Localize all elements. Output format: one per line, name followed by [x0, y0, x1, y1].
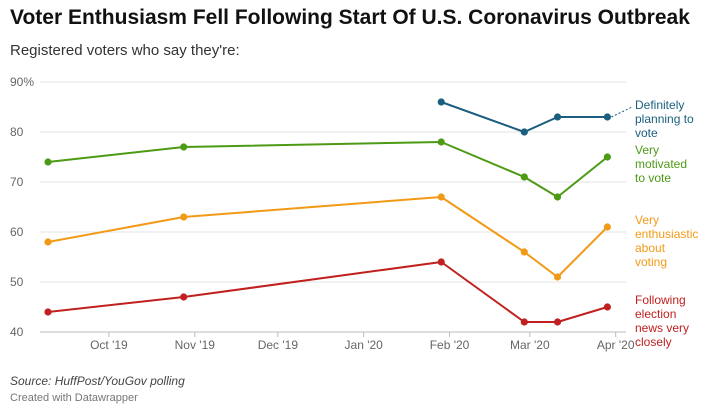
- chart-title: Voter Enthusiasm Fell Following Start Of…: [10, 6, 690, 29]
- data-point: [553, 113, 562, 121]
- label-connector: [611, 106, 633, 118]
- y-tick-label: 40: [10, 325, 24, 339]
- series-label-line: to vote: [635, 171, 671, 185]
- x-tick-label: Oct '19: [90, 338, 128, 352]
- x-tick-label: Nov '19: [175, 338, 216, 352]
- source-note: Source: HuffPost/YouGov polling: [10, 374, 185, 388]
- y-tick-label: 60: [10, 225, 24, 239]
- data-point: [520, 248, 528, 256]
- data-point: [180, 213, 188, 221]
- data-point: [603, 303, 611, 311]
- series-label-line: Following: [635, 293, 686, 307]
- series-label-line: enthusiastic: [635, 227, 698, 241]
- y-tick-label: 90%: [10, 75, 34, 89]
- data-point: [553, 193, 562, 201]
- series-lines: [44, 98, 611, 326]
- data-point: [44, 158, 52, 166]
- series-line: [47, 261, 608, 323]
- data-point: [44, 238, 52, 246]
- data-point: [553, 318, 562, 326]
- data-point: [603, 223, 611, 231]
- series-label-line: Definitely: [635, 98, 684, 112]
- data-point: [603, 113, 611, 121]
- chart-subtitle: Registered voters who say they're:: [10, 42, 240, 59]
- series-label-line: voting: [635, 255, 667, 269]
- x-tick-label: Jan '20: [345, 338, 384, 352]
- data-point: [520, 173, 528, 181]
- data-point: [437, 193, 445, 201]
- series-label-line: closely: [635, 335, 672, 349]
- series-label-line: vote: [635, 126, 658, 140]
- data-point: [437, 258, 445, 266]
- series-label-line: planning to: [635, 112, 694, 126]
- series-label-line: motivated: [635, 157, 687, 171]
- gridlines: [40, 81, 626, 333]
- data-point: [520, 128, 528, 136]
- y-tick-label: 50: [10, 275, 24, 289]
- x-tick-label: Feb '20: [430, 338, 470, 352]
- data-point: [44, 308, 52, 316]
- y-axis: 40 50 60 70 80 90%: [10, 75, 34, 339]
- data-point: [553, 273, 562, 281]
- x-tick-label: Mar '20: [510, 338, 550, 352]
- y-tick-label: 80: [10, 125, 24, 139]
- data-point: [180, 143, 188, 151]
- series-label-line: Very: [635, 213, 659, 227]
- series-label-line: about: [635, 241, 666, 255]
- credit-note: Created with Datawrapper: [10, 392, 138, 404]
- series-line: [440, 101, 608, 133]
- data-point: [437, 98, 445, 106]
- y-tick-label: 70: [10, 175, 24, 189]
- series-label-line: news very: [635, 321, 689, 335]
- series-line: [47, 141, 609, 198]
- data-point: [520, 318, 528, 326]
- data-point: [437, 138, 445, 146]
- x-axis: Oct '19 Nov '19 Dec '19 Jan '20 Feb '20 Mar '…: [90, 332, 635, 352]
- series-line: [47, 196, 609, 278]
- series-label-line: election: [635, 307, 676, 321]
- x-tick-label: Dec '19: [258, 338, 299, 352]
- data-point: [603, 153, 611, 161]
- data-point: [180, 293, 188, 301]
- x-tick-label: Apr '20: [597, 338, 635, 352]
- series-label-line: Very: [635, 143, 659, 157]
